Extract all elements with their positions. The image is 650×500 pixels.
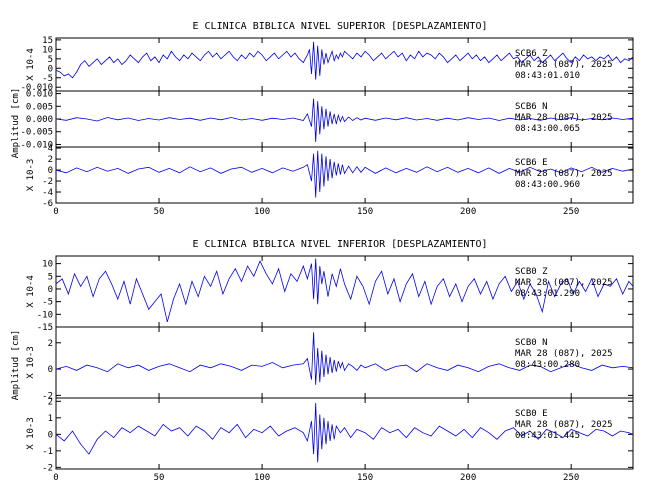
chart-title: E CLINICA BIBLICA NIVEL INFERIOR [DESPLA… <box>192 239 487 250</box>
trace-annotation: 08:43:01.445 <box>515 431 580 441</box>
y-axis-label: X 10-3 <box>26 159 36 192</box>
x-tick-label: 200 <box>460 473 476 483</box>
trace-annotation: 08:43:00.065 <box>515 124 580 134</box>
y-tick-label: -6 <box>42 199 53 209</box>
trace-annotation: 08:43:00.960 <box>515 180 580 190</box>
trace-annotation: MAR 28 (087), 2025 <box>515 113 613 123</box>
y-tick-label: 0 <box>48 166 53 176</box>
y-tick-label: -2 <box>42 391 53 401</box>
trace-annotation: SCB0 E <box>515 409 548 419</box>
trace-line <box>55 98 634 142</box>
trace-annotation: SCB0 N <box>515 338 548 348</box>
trace-annotation: SCB0 Z <box>515 267 548 277</box>
x-tick-label: 200 <box>460 207 476 217</box>
x-tick-label: 0 <box>53 207 58 217</box>
y-tick-label: 2 <box>48 339 53 349</box>
trace-line <box>55 41 634 80</box>
x-tick-label: 150 <box>357 473 373 483</box>
shared-ylabel: Amplitud [cm] <box>11 88 21 158</box>
trace-annotation: MAR 28 (087), 2025 <box>515 60 613 70</box>
y-tick-label: -2 <box>42 463 53 473</box>
y-tick-label: 10 <box>42 260 53 270</box>
x-tick-label: 150 <box>357 207 373 217</box>
chart-upper-level: E CLINICA BIBLICA NIVEL SUPERIOR [DESPLA… <box>11 21 634 217</box>
chart-lower-level: E CLINICA BIBLICA NIVEL INFERIOR [DESPLA… <box>11 239 634 483</box>
chart-title: E CLINICA BIBLICA NIVEL SUPERIOR [DESPLA… <box>192 21 487 32</box>
y-tick-label: -0.010 <box>20 140 53 150</box>
y-tick-label: 0 <box>48 365 53 375</box>
x-tick-label: 100 <box>254 473 270 483</box>
trace-line <box>55 258 634 323</box>
y-tick-label: 0 <box>48 64 53 74</box>
y-tick-label: 0.005 <box>26 102 53 112</box>
y-tick-label: 0.000 <box>26 115 53 125</box>
y-tick-label: -0.010 <box>20 83 53 93</box>
y-tick-label: 4 <box>48 144 53 154</box>
y-tick-label: -1 <box>42 447 53 457</box>
trace-annotation: SCB6 E <box>515 158 548 168</box>
y-tick-label: 5 <box>48 272 53 282</box>
trace-line <box>55 150 634 198</box>
y-tick-label: -5 <box>42 298 53 308</box>
y-tick-label: -15 <box>37 323 53 333</box>
shared-ylabel: Amplitud [cm] <box>11 330 21 400</box>
y-axis-label: X 10-4 <box>26 48 36 81</box>
y-tick-label: 15 <box>42 36 53 46</box>
y-axis-label: X 10-4 <box>26 275 36 308</box>
trace-annotation: 08:43:01.010 <box>515 71 580 81</box>
y-tick-label: 1 <box>48 414 53 424</box>
x-tick-label: 0 <box>53 473 58 483</box>
y-tick-label: -5 <box>42 74 53 84</box>
trace-annotation: 08:43:01.290 <box>515 289 580 299</box>
trace-annotation: MAR 28 (087), 2025 <box>515 169 613 179</box>
y-tick-label: 2 <box>48 397 53 407</box>
panel-frame <box>55 397 634 470</box>
trace-annotation: MAR 28 (087), 2025 <box>515 278 613 288</box>
y-tick-label: -2 <box>42 177 53 187</box>
y-tick-label: 2 <box>48 155 53 165</box>
y-tick-label: -10 <box>37 310 53 320</box>
y-tick-label: 0 <box>48 285 53 295</box>
x-tick-label: 50 <box>154 207 165 217</box>
y-tick-label: 10 <box>42 45 53 55</box>
trace-annotation: SCB6 N <box>515 102 548 112</box>
y-tick-label: -0.005 <box>20 128 53 138</box>
y-axis-label: X 10-3 <box>26 417 36 450</box>
trace-annotation: MAR 28 (087), 2025 <box>515 349 613 359</box>
trace-annotation: 08:43:00.280 <box>515 360 580 370</box>
y-axis-label: X 10-3 <box>26 346 36 379</box>
y-tick-label: 0.010 <box>26 90 53 100</box>
y-tick-label: 5 <box>48 55 53 65</box>
trace-annotation: SCB6 Z <box>515 49 548 59</box>
trace-annotation: MAR 28 (087), 2025 <box>515 420 613 430</box>
trace-line <box>55 332 634 385</box>
x-tick-label: 50 <box>154 473 165 483</box>
y-tick-label: 0 <box>48 430 53 440</box>
trace-line <box>55 402 634 463</box>
y-tick-label: -4 <box>42 188 53 198</box>
x-tick-label: 250 <box>563 473 579 483</box>
x-tick-label: 100 <box>254 207 270 217</box>
panel-frame <box>55 146 634 204</box>
x-tick-label: 250 <box>563 207 579 217</box>
